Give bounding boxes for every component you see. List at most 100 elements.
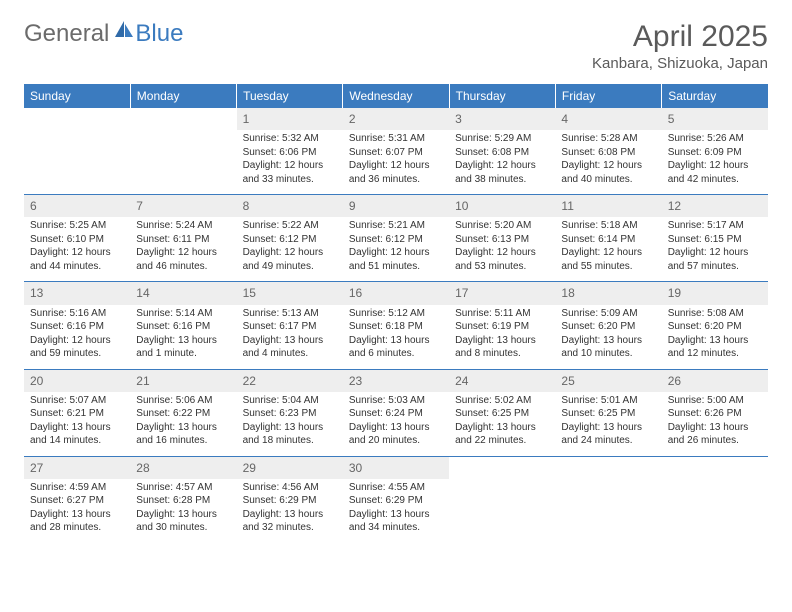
sunset-text: Sunset: 6:25 PM (561, 407, 655, 421)
sunrise-text: Sunrise: 5:22 AM (243, 219, 337, 233)
day-number: 22 (237, 370, 343, 392)
daylight-line2: and 42 minutes. (668, 173, 762, 187)
day-number: 13 (24, 282, 130, 304)
day-number: 9 (343, 195, 449, 217)
daylight-line1: Daylight: 13 hours (668, 421, 762, 435)
daylight-line1: Daylight: 13 hours (136, 508, 230, 522)
calendar-day-cell: 18Sunrise: 5:09 AMSunset: 6:20 PMDayligh… (555, 282, 661, 369)
calendar-day-cell: 5Sunrise: 5:26 AMSunset: 6:09 PMDaylight… (662, 108, 768, 195)
calendar-day-cell: 9Sunrise: 5:21 AMSunset: 6:12 PMDaylight… (343, 195, 449, 282)
day-details: Sunrise: 5:07 AMSunset: 6:21 PMDaylight:… (24, 394, 130, 456)
sunset-text: Sunset: 6:23 PM (243, 407, 337, 421)
daylight-line1: Daylight: 13 hours (349, 508, 443, 522)
sunrise-text: Sunrise: 4:55 AM (349, 481, 443, 495)
day-number: 8 (237, 195, 343, 217)
calendar-day-cell: 3Sunrise: 5:29 AMSunset: 6:08 PMDaylight… (449, 108, 555, 195)
day-details: Sunrise: 5:04 AMSunset: 6:23 PMDaylight:… (237, 394, 343, 456)
sunset-text: Sunset: 6:07 PM (349, 146, 443, 160)
sunrise-text: Sunrise: 5:28 AM (561, 132, 655, 146)
sunrise-text: Sunrise: 5:29 AM (455, 132, 549, 146)
day-details: Sunrise: 5:24 AMSunset: 6:11 PMDaylight:… (130, 219, 236, 281)
sunset-text: Sunset: 6:13 PM (455, 233, 549, 247)
daylight-line1: Daylight: 13 hours (561, 421, 655, 435)
weekday-header: Tuesday (237, 84, 343, 108)
day-details: Sunrise: 5:02 AMSunset: 6:25 PMDaylight:… (449, 394, 555, 456)
day-details: Sunrise: 4:56 AMSunset: 6:29 PMDaylight:… (237, 481, 343, 543)
day-number: 27 (24, 457, 130, 479)
weekday-row: SundayMondayTuesdayWednesdayThursdayFrid… (24, 84, 768, 108)
day-details: Sunrise: 5:25 AMSunset: 6:10 PMDaylight:… (24, 219, 130, 281)
daylight-line2: and 33 minutes. (243, 173, 337, 187)
calendar-day-cell: 6Sunrise: 5:25 AMSunset: 6:10 PMDaylight… (24, 195, 130, 282)
daylight-line2: and 40 minutes. (561, 173, 655, 187)
calendar-day-cell: 24Sunrise: 5:02 AMSunset: 6:25 PMDayligh… (449, 369, 555, 456)
day-number: 12 (662, 195, 768, 217)
location-label: Kanbara, Shizuoka, Japan (592, 55, 768, 72)
daylight-line1: Daylight: 13 hours (30, 421, 124, 435)
sunrise-text: Sunrise: 5:31 AM (349, 132, 443, 146)
daylight-line2: and 57 minutes. (668, 260, 762, 274)
daylight-line2: and 16 minutes. (136, 434, 230, 448)
day-number: 29 (237, 457, 343, 479)
sunrise-text: Sunrise: 5:00 AM (668, 394, 762, 408)
calendar-day-cell: 10Sunrise: 5:20 AMSunset: 6:13 PMDayligh… (449, 195, 555, 282)
daylight-line1: Daylight: 13 hours (455, 421, 549, 435)
sunset-text: Sunset: 6:12 PM (349, 233, 443, 247)
sunrise-text: Sunrise: 5:04 AM (243, 394, 337, 408)
daylight-line1: Daylight: 12 hours (668, 246, 762, 260)
calendar-day-cell: 17Sunrise: 5:11 AMSunset: 6:19 PMDayligh… (449, 282, 555, 369)
day-number: 16 (343, 282, 449, 304)
calendar-day-cell: 21Sunrise: 5:06 AMSunset: 6:22 PMDayligh… (130, 369, 236, 456)
weekday-header: Friday (555, 84, 661, 108)
sunset-text: Sunset: 6:26 PM (668, 407, 762, 421)
sunset-text: Sunset: 6:06 PM (243, 146, 337, 160)
sunset-text: Sunset: 6:21 PM (30, 407, 124, 421)
day-details: Sunrise: 5:21 AMSunset: 6:12 PMDaylight:… (343, 219, 449, 281)
day-number: 15 (237, 282, 343, 304)
day-number: 11 (555, 195, 661, 217)
page-header: General Blue April 2025 Kanbara, Shizuok… (24, 20, 768, 72)
sunrise-text: Sunrise: 5:26 AM (668, 132, 762, 146)
day-number: 4 (555, 108, 661, 130)
daylight-line2: and 34 minutes. (349, 521, 443, 535)
logo-text-2: Blue (135, 20, 183, 48)
daylight-line1: Daylight: 13 hours (349, 334, 443, 348)
sunrise-text: Sunrise: 5:03 AM (349, 394, 443, 408)
day-details: Sunrise: 5:32 AMSunset: 6:06 PMDaylight:… (237, 132, 343, 194)
day-details: Sunrise: 5:08 AMSunset: 6:20 PMDaylight:… (662, 307, 768, 369)
day-number: 30 (343, 457, 449, 479)
day-details: Sunrise: 5:09 AMSunset: 6:20 PMDaylight:… (555, 307, 661, 369)
daylight-line2: and 6 minutes. (349, 347, 443, 361)
sunset-text: Sunset: 6:24 PM (349, 407, 443, 421)
calendar-week-row: 27Sunrise: 4:59 AMSunset: 6:27 PMDayligh… (24, 456, 768, 543)
sunrise-text: Sunrise: 5:16 AM (30, 307, 124, 321)
day-details: Sunrise: 5:20 AMSunset: 6:13 PMDaylight:… (449, 219, 555, 281)
daylight-line2: and 46 minutes. (136, 260, 230, 274)
sunset-text: Sunset: 6:25 PM (455, 407, 549, 421)
month-title: April 2025 (592, 20, 768, 53)
daylight-line2: and 20 minutes. (349, 434, 443, 448)
sunset-text: Sunset: 6:16 PM (136, 320, 230, 334)
sunrise-text: Sunrise: 5:12 AM (349, 307, 443, 321)
calendar-day-cell: 13 Sunrise: 5:16 AMSunset: 6:16 PMDayligh… (24, 282, 130, 369)
daylight-line2: and 8 minutes. (455, 347, 549, 361)
sunset-text: Sunset: 6:14 PM (561, 233, 655, 247)
day-details: Sunrise: 4:57 AMSunset: 6:28 PMDaylight:… (130, 481, 236, 543)
daylight-line1: Daylight: 12 hours (136, 246, 230, 260)
daylight-line1: Daylight: 12 hours (349, 246, 443, 260)
day-number: 3 (449, 108, 555, 130)
sunset-text: Sunset: 6:09 PM (668, 146, 762, 160)
day-number: 10 (449, 195, 555, 217)
sunrise-text: Sunrise: 5:07 AM (30, 394, 124, 408)
sunset-text: Sunset: 6:17 PM (243, 320, 337, 334)
sunset-text: Sunset: 6:16 PM (30, 320, 124, 334)
day-details: Sunrise: 5:16 AMSunset: 6:16 PMDaylight:… (24, 307, 130, 369)
day-details: Sunrise: 5:03 AMSunset: 6:24 PMDaylight:… (343, 394, 449, 456)
daylight-line2: and 28 minutes. (30, 521, 124, 535)
sunset-text: Sunset: 6:20 PM (561, 320, 655, 334)
sunrise-text: Sunrise: 5:02 AM (455, 394, 549, 408)
sunset-text: Sunset: 6:27 PM (30, 494, 124, 508)
day-details: Sunrise: 5:06 AMSunset: 6:22 PMDaylight:… (130, 394, 236, 456)
logo-text-1: General (24, 20, 109, 48)
daylight-line1: Daylight: 12 hours (668, 159, 762, 173)
